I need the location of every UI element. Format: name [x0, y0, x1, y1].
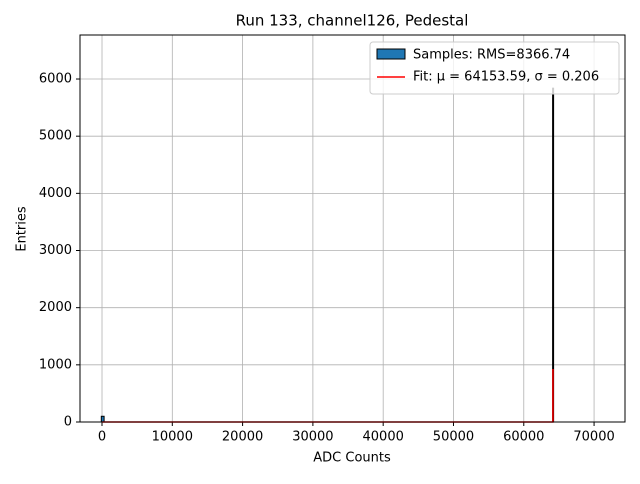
x-tick-label: 40000: [363, 430, 404, 445]
x-axis-label: ADC Counts: [313, 451, 391, 466]
x-tick-label: 20000: [222, 430, 263, 445]
y-tick-label: 4000: [39, 186, 72, 201]
y-tick-label: 3000: [39, 243, 72, 258]
plot-frame: [79, 34, 626, 423]
x-tick-label: 60000: [503, 430, 544, 445]
y-tick-label: 6000: [39, 72, 72, 87]
histogram-bar: [100, 415, 105, 423]
x-tick-label: 70000: [573, 430, 614, 445]
legend-label: Samples: RMS=8366.74: [413, 48, 570, 63]
y-axis-label: Entries: [15, 206, 30, 252]
x-tick-label: 10000: [152, 430, 193, 445]
y-tick-label: 5000: [39, 129, 72, 144]
x-tick-label: 0: [98, 430, 106, 445]
legend-label: Fit: μ = 64153.59, σ = 0.206: [413, 70, 599, 85]
y-tick-label: 1000: [39, 357, 72, 372]
x-tick-label: 50000: [433, 430, 474, 445]
chart-title: Run 133, channel126, Pedestal: [236, 12, 469, 30]
x-tick-label: 30000: [292, 430, 333, 445]
y-tick-label: 2000: [39, 300, 72, 315]
legend-swatch: [376, 48, 406, 60]
legend-box: [369, 41, 620, 95]
y-tick-label: 0: [64, 415, 72, 430]
